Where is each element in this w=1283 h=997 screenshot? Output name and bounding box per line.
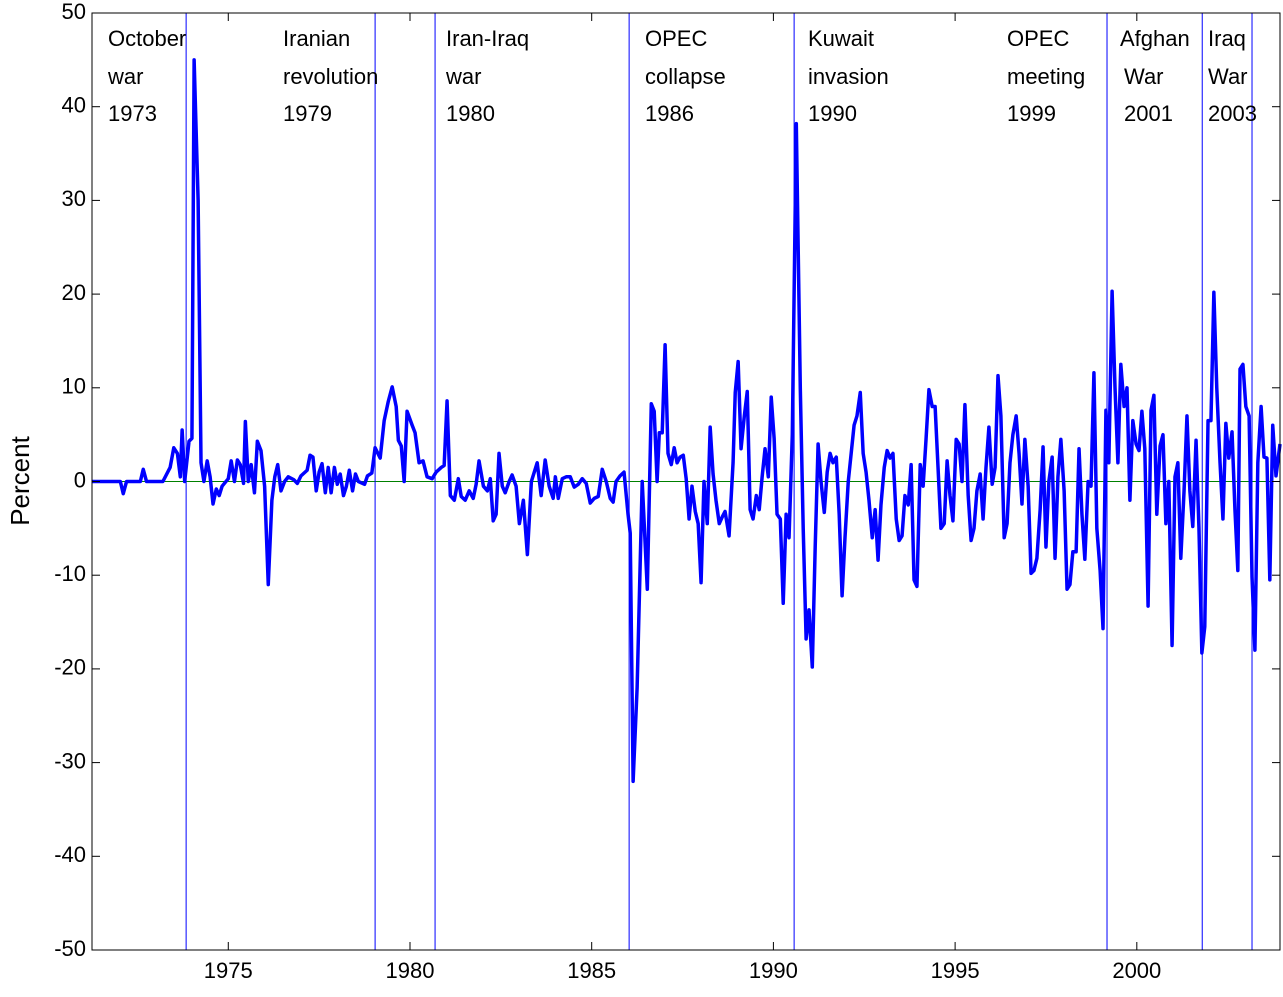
y-tick-label: 50: [62, 0, 86, 24]
event-label: invasion: [808, 64, 889, 89]
event-label: Iran-Iraq: [446, 26, 529, 51]
event-label: OPEC: [645, 26, 707, 51]
y-tick-label: 10: [62, 374, 86, 399]
event-label: 1979: [283, 101, 332, 126]
y-tick-label: -20: [54, 655, 86, 680]
data-line: [92, 58, 1282, 784]
y-tick-label: -50: [54, 936, 86, 961]
y-axis-label: Percent: [5, 435, 35, 525]
event-label: 1999: [1007, 101, 1056, 126]
event-label: War: [1208, 64, 1248, 89]
y-tick-label: 40: [62, 93, 86, 118]
y-tick-label: -10: [54, 561, 86, 586]
x-tick-label: 1985: [567, 958, 616, 983]
x-tick-label: 1990: [749, 958, 798, 983]
x-tick-label: 1975: [204, 958, 253, 983]
event-label: war: [445, 64, 481, 89]
y-tick-label: -30: [54, 748, 86, 773]
y-tick-label: -40: [54, 842, 86, 867]
event-label: war: [107, 64, 143, 89]
y-tick-label: 0: [74, 467, 86, 492]
event-label: 2001: [1124, 101, 1173, 126]
event-label: collapse: [645, 64, 726, 89]
event-label: revolution: [283, 64, 378, 89]
event-label: OPEC: [1007, 26, 1069, 51]
x-tick-label: 2000: [1112, 958, 1161, 983]
event-label: 1986: [645, 101, 694, 126]
y-tick-label: 30: [62, 186, 86, 211]
event-label: Afghan: [1120, 26, 1190, 51]
event-label: Kuwait: [808, 26, 874, 51]
event-label: Iranian: [283, 26, 350, 51]
y-tick-label: 20: [62, 280, 86, 305]
event-label: 1990: [808, 101, 857, 126]
x-tick-label: 1995: [931, 958, 980, 983]
event-label: 2003: [1208, 101, 1257, 126]
x-tick-label: 1980: [386, 958, 435, 983]
event-label: Iraq: [1208, 26, 1246, 51]
event-label: War: [1124, 64, 1164, 89]
event-label: October: [108, 26, 186, 51]
event-label: 1973: [108, 101, 157, 126]
event-label: meeting: [1007, 64, 1085, 89]
event-label: 1980: [446, 101, 495, 126]
